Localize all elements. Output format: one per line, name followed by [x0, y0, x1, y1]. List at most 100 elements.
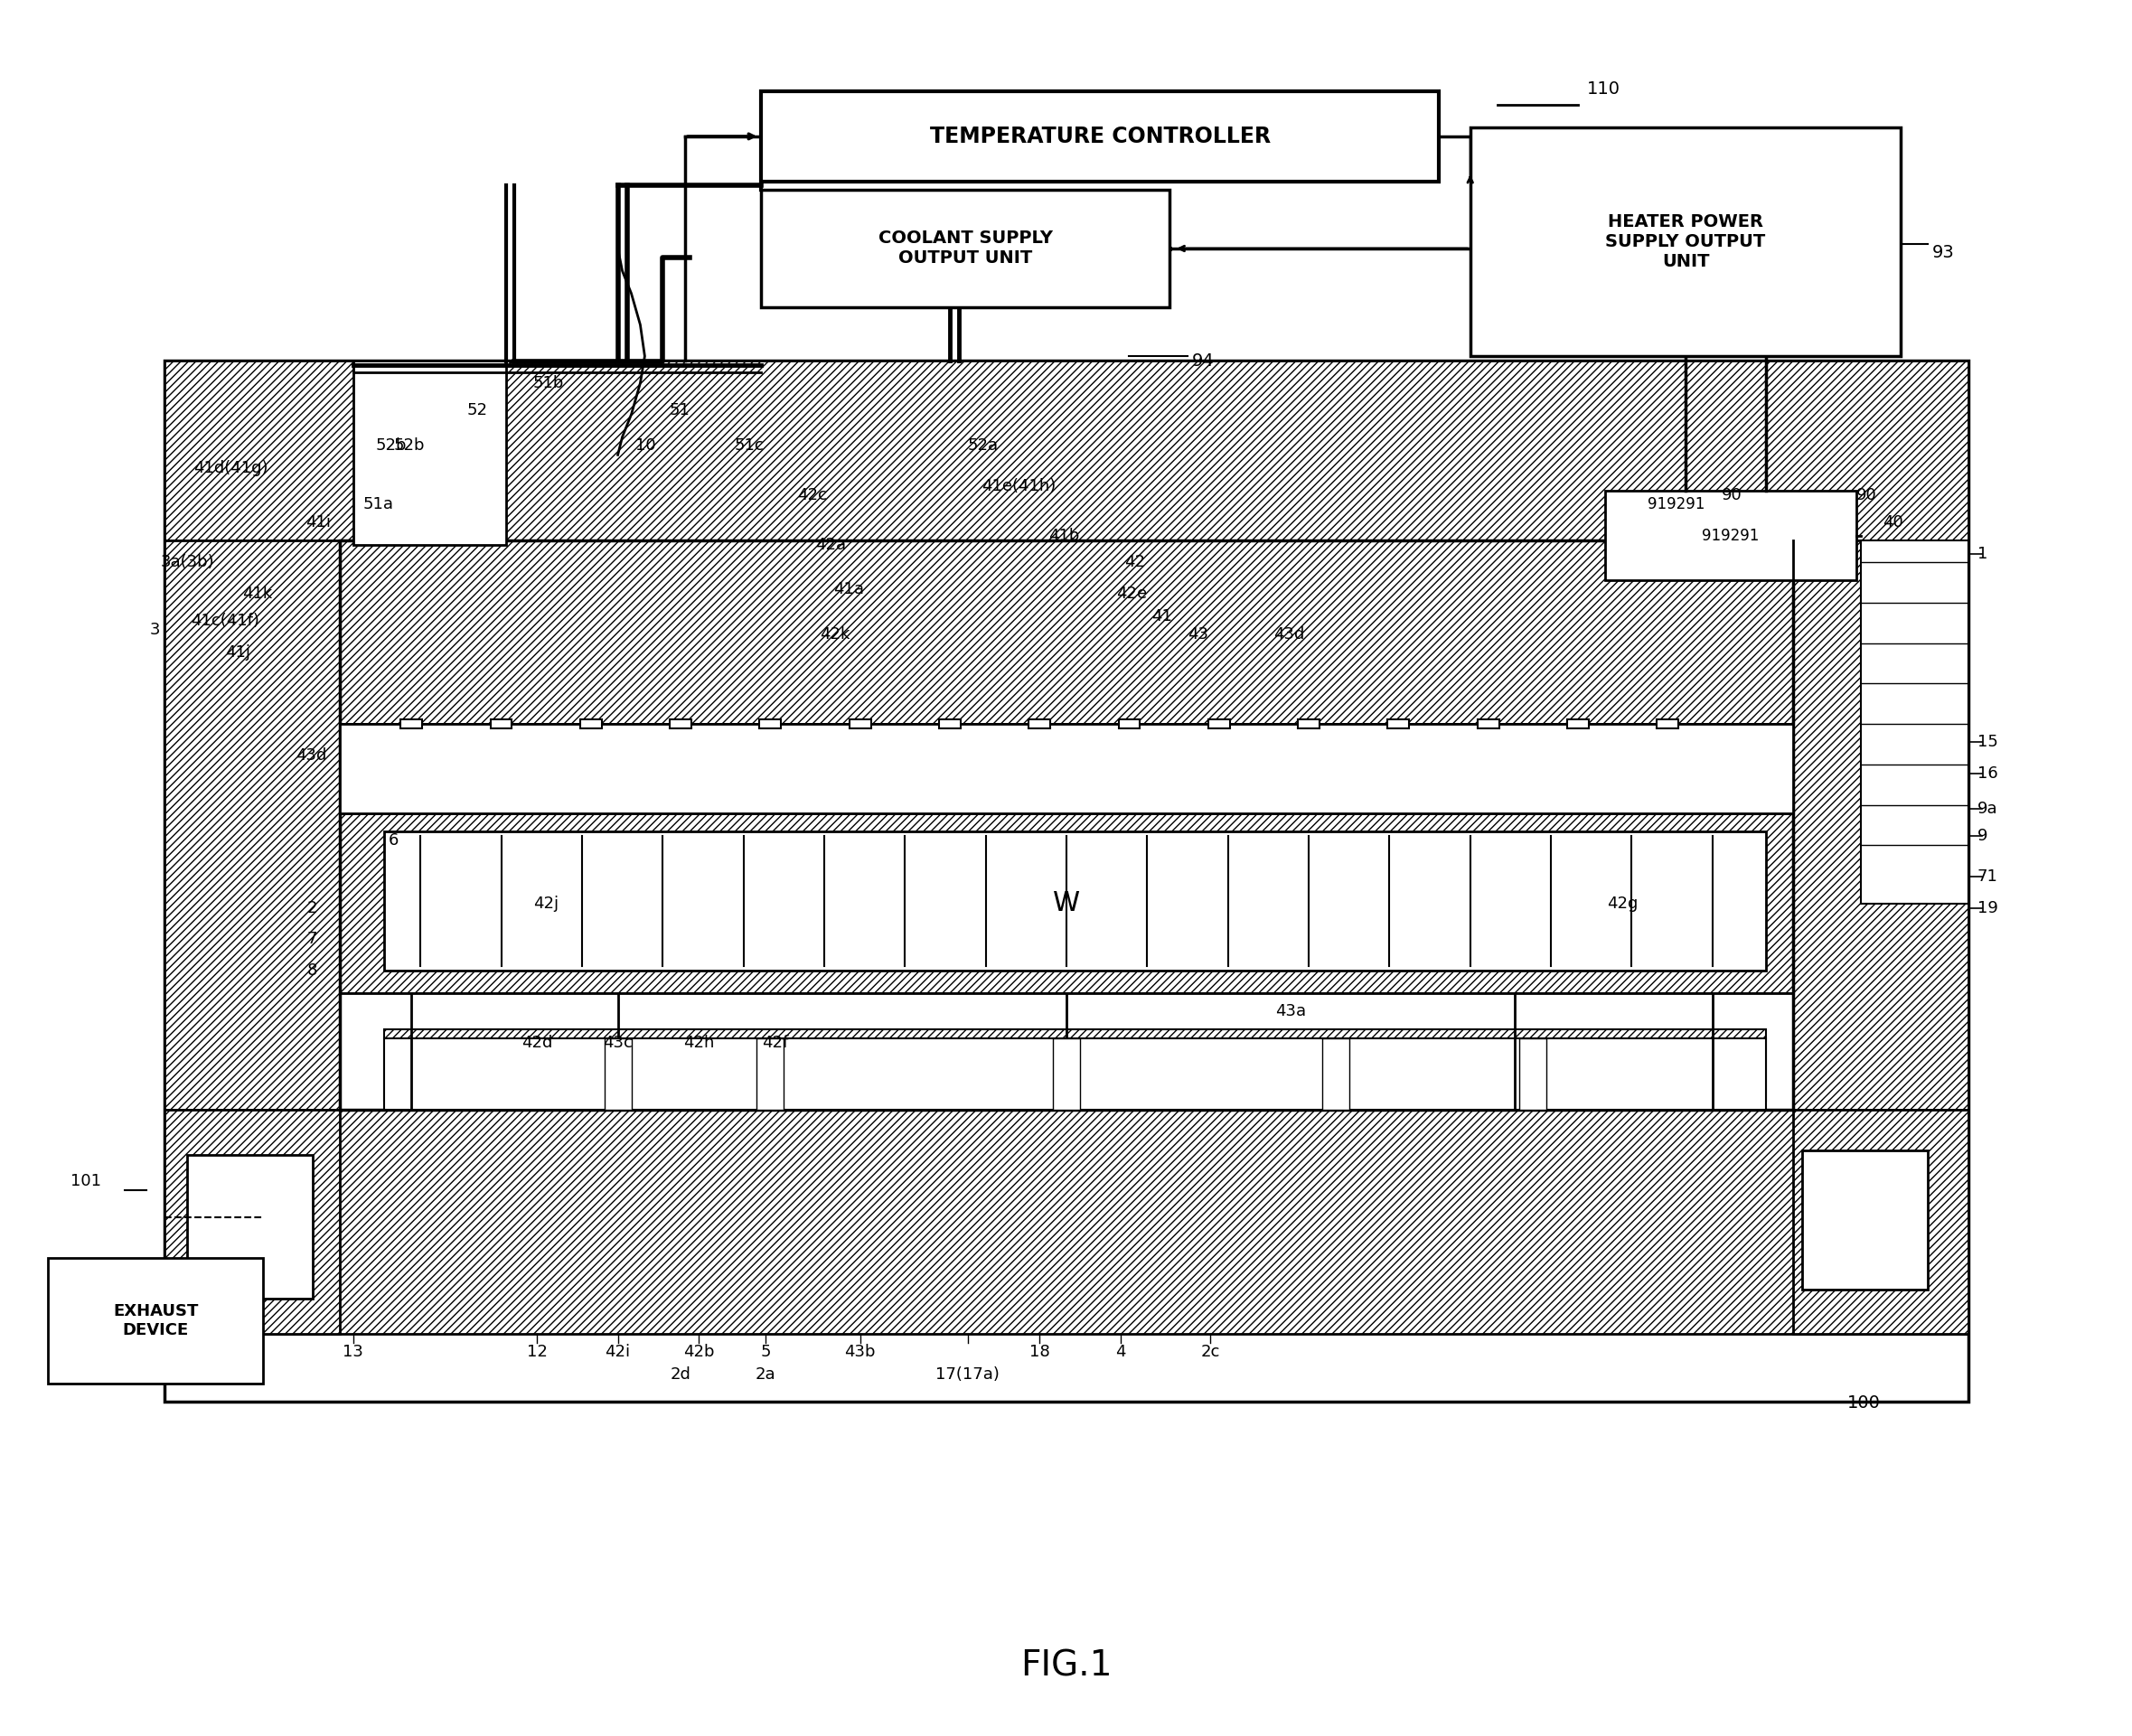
Text: 94: 94 [1192, 352, 1215, 370]
Text: 9a: 9a [1976, 800, 1998, 818]
Text: 41b: 41b [1049, 528, 1079, 543]
Text: 4: 4 [1115, 1344, 1126, 1359]
Bar [490, 719, 512, 729]
Bar [759, 719, 780, 729]
Bar [49, 1259, 264, 1384]
Bar [339, 993, 1793, 1109]
Text: COOLANT SUPPLY
OUTPUT UNIT: COOLANT SUPPLY OUTPUT UNIT [878, 229, 1053, 267]
Text: 42a: 42a [814, 536, 846, 552]
Text: 42g: 42g [1608, 896, 1637, 911]
Bar [339, 540, 1793, 724]
Text: 100: 100 [1846, 1394, 1880, 1411]
Bar [757, 1038, 785, 1109]
Bar [1053, 1038, 1081, 1109]
Text: HEATER POWER
SUPPLY OUTPUT
UNIT: HEATER POWER SUPPLY OUTPUT UNIT [1605, 214, 1765, 271]
Text: 52: 52 [467, 401, 488, 418]
Text: 9: 9 [1976, 828, 1987, 844]
Bar [401, 719, 422, 729]
Text: 2a: 2a [755, 1366, 776, 1382]
Bar [761, 191, 1170, 307]
Text: 101: 101 [70, 1174, 100, 1189]
Bar [354, 361, 505, 545]
Text: 5: 5 [761, 1344, 772, 1359]
Bar [384, 1029, 1765, 1101]
Text: 93: 93 [1932, 245, 1955, 262]
Text: 41c(41f): 41c(41f) [190, 613, 258, 628]
Bar [384, 1038, 1765, 1109]
Text: 40: 40 [1883, 514, 1904, 529]
Text: 1: 1 [1976, 545, 1987, 562]
Text: 43d: 43d [1273, 627, 1305, 642]
Text: EXHAUST
DEVICE: EXHAUST DEVICE [113, 1304, 198, 1338]
Text: 42i: 42i [605, 1344, 631, 1359]
Text: 42k: 42k [819, 627, 851, 642]
Bar [164, 1109, 339, 1333]
Bar [1119, 719, 1141, 729]
Bar [1793, 540, 1968, 1109]
Text: 43d: 43d [294, 746, 326, 764]
Text: 71: 71 [1976, 868, 1998, 885]
Bar [1520, 1038, 1546, 1109]
Text: 15: 15 [1976, 734, 1998, 750]
Text: 52a: 52a [968, 437, 998, 455]
Text: 18: 18 [1030, 1344, 1049, 1359]
Bar [1477, 719, 1499, 729]
Text: 42b: 42b [682, 1344, 714, 1359]
Bar [164, 540, 339, 1109]
Text: 42d: 42d [522, 1035, 552, 1050]
Text: 51a: 51a [362, 496, 394, 512]
Bar [938, 719, 962, 729]
Text: 3a(3b): 3a(3b) [160, 554, 213, 571]
Bar [669, 719, 691, 729]
Text: 17(17a): 17(17a) [936, 1366, 1000, 1382]
Bar [1322, 1038, 1350, 1109]
Bar [849, 719, 870, 729]
Bar [761, 92, 1439, 181]
Text: 41k: 41k [243, 585, 273, 602]
Text: 2: 2 [307, 899, 318, 917]
Bar [1861, 540, 1968, 903]
Text: 51: 51 [669, 401, 689, 418]
Text: 919291: 919291 [1648, 496, 1706, 512]
Bar [339, 724, 1793, 814]
Text: 13: 13 [343, 1344, 362, 1359]
Text: 42h: 42h [682, 1035, 714, 1050]
Text: TEMPERATURE CONTROLLER: TEMPERATURE CONTROLLER [930, 125, 1271, 148]
Bar [1657, 719, 1678, 729]
Text: 919291: 919291 [1701, 528, 1759, 543]
Text: 51b: 51b [533, 375, 565, 391]
Bar [188, 1154, 313, 1299]
Bar [1567, 719, 1588, 729]
Text: 16: 16 [1976, 766, 1998, 781]
Bar [1802, 1151, 1927, 1290]
Text: 52b: 52b [394, 437, 424, 455]
Bar [580, 719, 601, 729]
Text: 90: 90 [1721, 488, 1742, 503]
Bar [1298, 719, 1320, 729]
Text: 3: 3 [149, 621, 160, 637]
Text: 52b: 52b [375, 437, 407, 455]
Text: 2d: 2d [669, 1366, 691, 1382]
Bar [1793, 1109, 1968, 1333]
Bar [164, 1109, 1968, 1333]
Text: 12: 12 [527, 1344, 548, 1359]
Text: 90: 90 [1857, 488, 1876, 503]
Text: 41a: 41a [834, 582, 863, 597]
Text: 42f: 42f [761, 1035, 789, 1050]
Bar [384, 832, 1765, 970]
Text: 41: 41 [1151, 608, 1173, 625]
Text: FIG.1: FIG.1 [1021, 1649, 1113, 1684]
Text: 43: 43 [1188, 627, 1209, 642]
Text: 10: 10 [635, 437, 657, 455]
Bar [1030, 719, 1051, 729]
Text: 42: 42 [1126, 554, 1145, 571]
Text: 42e: 42e [1115, 585, 1147, 602]
Text: 6: 6 [388, 833, 399, 849]
Text: 2c: 2c [1200, 1344, 1220, 1359]
Bar [1605, 491, 1857, 580]
Bar [339, 540, 1793, 1109]
Text: 41i: 41i [305, 514, 330, 529]
Text: 42j: 42j [533, 896, 559, 911]
Bar [339, 814, 1793, 993]
Text: 19: 19 [1976, 899, 1998, 917]
